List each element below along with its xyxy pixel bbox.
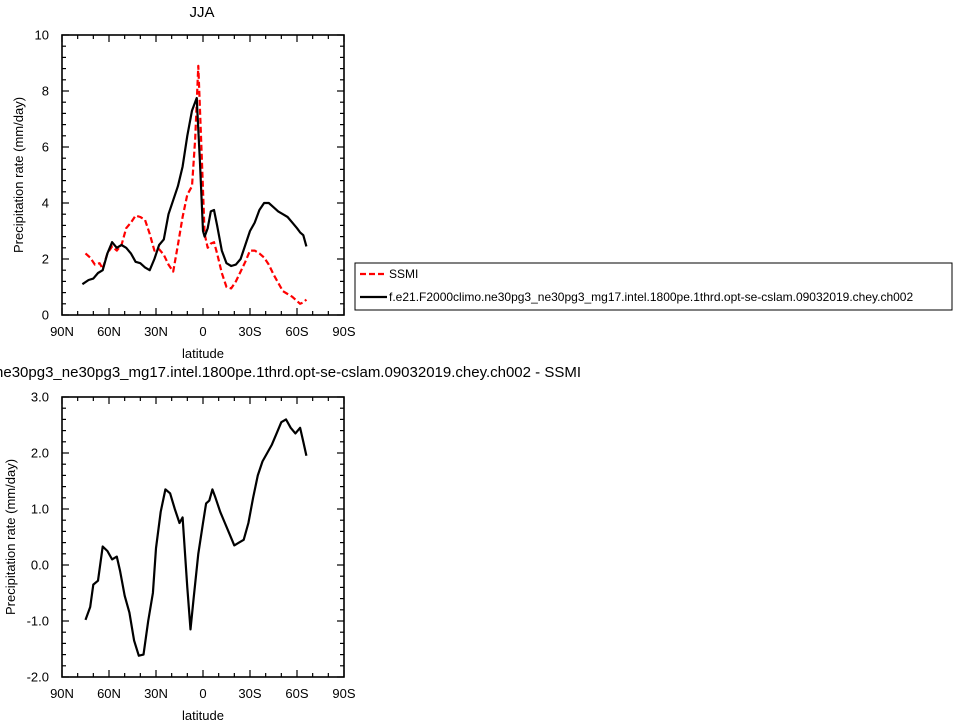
y-tick-label: 6 xyxy=(42,140,49,155)
y-tick-label: 10 xyxy=(35,28,49,43)
bottom-panel-line-chart: f.e21.F2000climo.ne30pg3_ne30pg3_mg17.in… xyxy=(0,364,581,723)
legend-box xyxy=(354,262,953,311)
y-tick-label: 2 xyxy=(42,252,49,267)
top-panel-line-chart: JJA 90N 60N 30N 0 30S 60S 90S 0 2 4 6 8 10 latitude… xyxy=(11,4,356,361)
legend-label-model: f.e21.F2000climo.ne30pg3_ne30pg3_mg17.in… xyxy=(389,290,913,304)
top-series-line-ssmi xyxy=(84,64,308,305)
bottom-series-line-difference xyxy=(84,418,308,657)
y-tick-label: 1.0 xyxy=(31,502,49,517)
top-plot-frame xyxy=(61,34,345,316)
x-tick-label: 0 xyxy=(199,686,206,701)
x-tick-label: 60N xyxy=(97,686,121,701)
x-tick-label: 0 xyxy=(199,324,206,339)
legend-label-ssmi: SSMI xyxy=(389,267,418,281)
y-tick-label: 4 xyxy=(42,196,49,211)
y-tick-label: 2.0 xyxy=(31,446,49,461)
y-tick-label: 8 xyxy=(42,84,49,99)
y-tick-label: -2.0 xyxy=(27,670,49,685)
x-tick-label: 30S xyxy=(238,686,261,701)
top-series-line-f-e21-f2000climo-ne3 xyxy=(81,96,308,286)
x-tick-label: 90S xyxy=(332,324,355,339)
bottom-plot-frame xyxy=(61,396,345,678)
x-tick-label: 60N xyxy=(97,324,121,339)
x-tick-label: 60S xyxy=(285,324,308,339)
x-tick-label: 90S xyxy=(332,686,355,701)
x-tick-label: 30N xyxy=(144,324,168,339)
x-tick-label: 30N xyxy=(144,686,168,701)
legend: SSMI f.e21.F2000climo.ne30pg3_ne30pg3_mg… xyxy=(354,262,953,311)
bottom-chart-title: f.e21.F2000climo.ne30pg3_ne30pg3_mg17.in… xyxy=(0,364,581,381)
top-chart-title: JJA xyxy=(189,4,214,21)
x-tick-label: 60S xyxy=(285,686,308,701)
x-tick-label: 30S xyxy=(238,324,261,339)
top-x-axis-title: latitude xyxy=(182,346,224,361)
x-tick-label: 90N xyxy=(50,686,74,701)
bottom-y-axis-title: Precipitation rate (mm/day) xyxy=(3,459,18,615)
y-tick-label: -1.0 xyxy=(27,614,49,629)
y-tick-label: 0 xyxy=(42,308,49,323)
y-tick-label: 0.0 xyxy=(31,558,49,573)
x-tick-label: 90N xyxy=(50,324,74,339)
bottom-x-axis-title: latitude xyxy=(182,708,224,723)
y-tick-label: 3.0 xyxy=(31,390,49,405)
top-y-axis-title: Precipitation rate (mm/day) xyxy=(11,97,26,253)
